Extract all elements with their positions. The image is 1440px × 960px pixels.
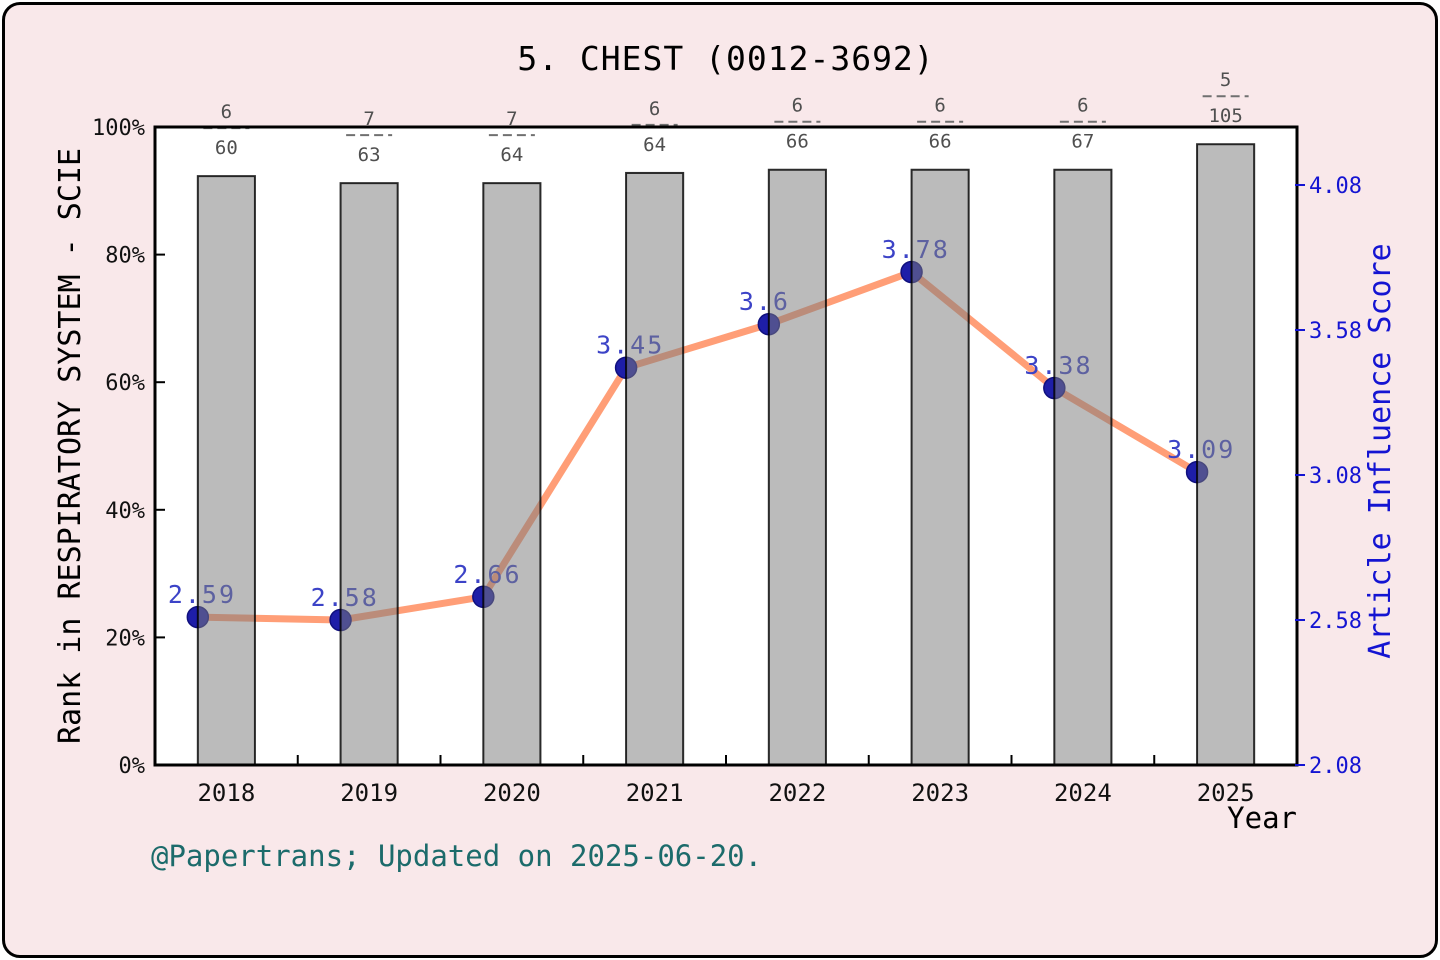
left-tick-label-40: 40%	[105, 499, 145, 524]
fraction-numerator-2025: 5	[1220, 69, 1231, 91]
fraction-denominator-2018: 60	[215, 137, 238, 159]
x-tick-label-2018: 2018	[197, 779, 255, 807]
left-tick-label-60: 60%	[105, 371, 145, 396]
fraction-numerator-2020: 7	[506, 108, 517, 130]
fraction-numerator-2023: 6	[934, 95, 945, 117]
fraction-denominator-2023: 66	[929, 131, 952, 153]
left-tick-label-20: 20%	[105, 626, 145, 651]
fraction-denominator-2019: 63	[358, 144, 381, 166]
bar-2021	[625, 171, 685, 767]
x-tick-label-2020: 2020	[483, 779, 541, 807]
x-tick-label-2019: 2019	[340, 779, 398, 807]
right-tick-label-2.08: 2.08	[1309, 754, 1362, 779]
bar-2018	[196, 175, 256, 767]
left-tick-label-100: 100%	[92, 116, 145, 141]
bar-2020	[482, 182, 542, 767]
fraction-numerator-2021: 6	[649, 98, 660, 120]
x-tick-label-2022: 2022	[768, 779, 826, 807]
right-tick-label-3.58: 3.58	[1309, 319, 1362, 344]
x-axis-title: Year	[1227, 801, 1297, 835]
bar-2023	[910, 168, 970, 767]
fraction-denominator-2024: 67	[1071, 131, 1094, 153]
chart-svg: 2.592.582.663.453.63.783.383.09660763764…	[92, 69, 1362, 807]
fraction-numerator-2019: 7	[363, 108, 374, 130]
fraction-numerator-2024: 6	[1077, 95, 1088, 117]
chart-title: 5. CHEST (0012-3692)	[517, 39, 935, 78]
fraction-denominator-2022: 66	[786, 131, 809, 153]
fraction-numerator-2022: 6	[792, 95, 803, 117]
x-tick-label-2023: 2023	[911, 779, 969, 807]
fraction-denominator-2021: 64	[643, 134, 666, 156]
bar-2025	[1196, 143, 1256, 766]
plot-border	[153, 125, 1299, 767]
fraction-denominator-2020: 64	[500, 144, 523, 166]
right-tick-label-2.58: 2.58	[1309, 609, 1362, 634]
x-tick-label-2021: 2021	[626, 779, 684, 807]
x-tick-label-2025: 2025	[1197, 779, 1255, 807]
fraction-numerator-2018: 6	[221, 101, 232, 123]
right-tick-label-3.08: 3.08	[1309, 464, 1362, 489]
bar-2024	[1053, 168, 1113, 767]
x-tick-label-2024: 2024	[1054, 779, 1112, 807]
footer-credit: @Papertrans; Updated on 2025-06-20.	[151, 839, 763, 873]
fraction-denominator-2025: 105	[1208, 105, 1242, 127]
left-tick-label-80: 80%	[105, 244, 145, 269]
left-tick-label-0: 0%	[119, 754, 146, 779]
bar-2022	[767, 168, 827, 767]
right-tick-label-4.08: 4.08	[1309, 174, 1362, 199]
plot-area	[155, 127, 1297, 765]
bar-2019	[339, 182, 399, 767]
